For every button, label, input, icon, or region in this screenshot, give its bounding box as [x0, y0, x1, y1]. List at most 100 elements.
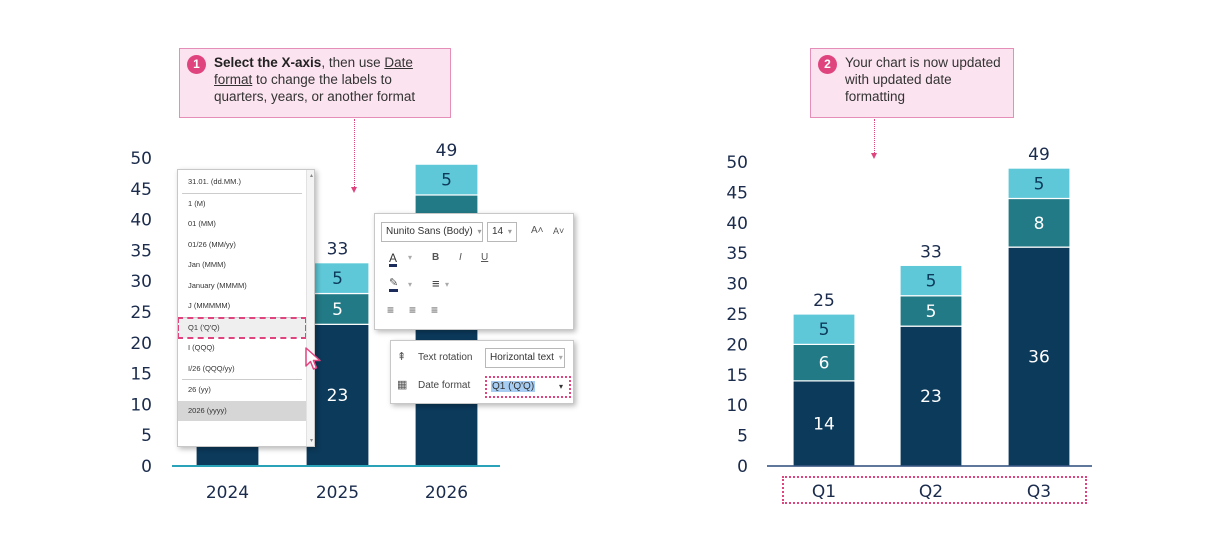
y-tick-label: 15: [726, 366, 748, 386]
font-size-select[interactable]: 14 ▾: [487, 222, 517, 242]
shrink-font-icon[interactable]: A˅: [553, 226, 565, 236]
data-label: 5: [332, 300, 343, 320]
x-tick-label[interactable]: 2025: [316, 483, 359, 503]
date-format-select[interactable]: Q1 ('Q'Q) ▾: [485, 376, 571, 398]
bar-segment[interactable]: [414, 163, 479, 196]
chevron-down-icon: ▾: [558, 353, 563, 362]
dropdown-separator: [182, 379, 302, 380]
dropdown-separator: [182, 316, 302, 318]
dropdown-item-list: 31.01. (dd.MM.) 1 (M) 01 (MM) 01/26 (MM/yy)…: [178, 172, 307, 421]
bar-segment[interactable]: [792, 313, 856, 345]
dropdown-scrollbar[interactable]: [306, 170, 314, 446]
y-tick-label: 50: [130, 149, 152, 169]
y-tick-label: 30: [130, 272, 152, 292]
step2-text: Your chart is now updated with updated d…: [845, 55, 1001, 104]
dropdown-option[interactable]: I (QQQ): [188, 343, 215, 352]
y-tick-label: 35: [130, 241, 152, 261]
total-label: 33: [920, 242, 942, 262]
dropdown-option[interactable]: 1 (M): [188, 198, 206, 208]
y-tick-label: 45: [726, 183, 748, 203]
x-tick-label[interactable]: 2026: [425, 483, 468, 503]
data-label: 8: [1034, 214, 1045, 234]
step1-arrow-line: [354, 119, 355, 187]
step1-text-b: to change the labels to quarters, years,…: [214, 72, 416, 104]
align-center-icon[interactable]: ≡: [409, 303, 417, 317]
x-tick-label[interactable]: Q1: [812, 482, 836, 502]
grow-font-icon[interactable]: A˄: [531, 225, 544, 236]
chevron-down-icon[interactable]: ▾: [445, 280, 450, 289]
align-right-icon[interactable]: ≡: [431, 303, 439, 317]
align-left-icon[interactable]: ≡: [387, 303, 395, 317]
data-label: 6: [819, 354, 830, 374]
line-style-icon[interactable]: ≡: [432, 276, 440, 291]
font-toolbar: Nunito Sans (Body) ▾ 14 ▾ A˄ A˅ A ▾ B I …: [374, 213, 574, 330]
total-label: 49: [436, 141, 458, 161]
dropdown-option[interactable]: January (MMMM): [188, 280, 247, 290]
bold-button[interactable]: B: [432, 252, 440, 263]
chevron-down-icon: ▾: [477, 227, 482, 236]
font-name-select[interactable]: Nunito Sans (Body) ▾: [381, 222, 483, 242]
total-label: 49: [1028, 145, 1050, 165]
x-tick-label[interactable]: Q2: [919, 482, 943, 502]
step2-arrow-line: [874, 119, 875, 153]
y-tick-label: 5: [141, 426, 152, 446]
y-tick-label: 25: [130, 303, 152, 323]
bar-segment[interactable]: [899, 264, 963, 297]
step1-bold-text: Select the X-axis: [214, 55, 322, 70]
dropdown-option[interactable]: I/26 (QQQ/yy): [188, 363, 235, 373]
scroll-down-icon[interactable]: ▾: [309, 438, 313, 444]
left-x-axis-labels: 2024 2025 2026: [206, 483, 468, 503]
step2-number-badge: 2: [818, 55, 837, 74]
dropdown-option[interactable]: J (MMMMM): [188, 301, 231, 310]
dropdown-option[interactable]: 2026 (yyyy): [178, 400, 306, 421]
data-label: 23: [920, 387, 942, 407]
bar-segment[interactable]: [305, 292, 370, 325]
calendar-icon: ▦: [397, 379, 408, 391]
chevron-down-icon: ▾: [507, 227, 512, 236]
right-x-axis-labels: Q1 Q2 Q3: [812, 482, 1051, 502]
chevron-down-icon[interactable]: ▾: [408, 280, 413, 289]
bar-segment[interactable]: [1007, 167, 1071, 200]
bar-segment[interactable]: [305, 262, 370, 295]
right-y-axis-ticks: 0 5 10 15 20 25 30 35 40 45 50: [726, 153, 748, 477]
bar-segment[interactable]: [899, 295, 963, 327]
data-label: 36: [1028, 348, 1050, 368]
font-name-value: Nunito Sans (Body): [386, 226, 473, 237]
y-tick-label: 45: [130, 180, 152, 200]
dropdown-option[interactable]: 01 (MM): [188, 219, 216, 228]
bar-segment[interactable]: [792, 380, 856, 467]
date-format-label: Date format: [418, 380, 471, 391]
step1-date-format-link: Date format: [214, 55, 413, 87]
x-tick-label[interactable]: 2024: [206, 483, 249, 503]
font-color-icon[interactable]: A: [389, 251, 398, 267]
dropdown-option[interactable]: 01/26 (MM/yy): [188, 239, 236, 249]
text-rotation-select[interactable]: Horizontal text ▾: [485, 348, 565, 368]
data-label: 5: [926, 302, 937, 322]
y-tick-label: 15: [130, 365, 152, 385]
italic-button[interactable]: I: [459, 252, 462, 263]
y-tick-label: 30: [726, 275, 748, 295]
y-tick-label: 0: [141, 457, 152, 477]
data-label: 5: [819, 320, 830, 340]
chevron-down-icon[interactable]: ▾: [408, 253, 413, 262]
mouse-cursor-icon: [305, 347, 321, 370]
data-label: 23: [327, 386, 349, 406]
font-color-letter: A: [389, 251, 398, 265]
dropdown-option[interactable]: Q1 ('Q'Q): [178, 316, 307, 339]
scroll-up-icon[interactable]: ▴: [309, 173, 313, 179]
dropdown-option[interactable]: 31.01. (dd.MM.): [188, 177, 241, 186]
step1-text-a: , then use: [321, 55, 385, 70]
bar-segment[interactable]: [1007, 197, 1071, 248]
dropdown-option[interactable]: 26 (yy): [188, 385, 211, 394]
y-tick-label: 10: [726, 396, 748, 416]
x-tick-label[interactable]: Q3: [1027, 482, 1051, 502]
y-tick-label: 40: [726, 214, 748, 234]
x-axis-highlight-box: [782, 476, 1087, 504]
bar-segment[interactable]: [1007, 246, 1071, 467]
date-format-dropdown[interactable]: 31.01. (dd.MM.) 1 (M) 01 (MM) 01/26 (MM/yy)…: [177, 169, 315, 447]
data-label: 5: [1034, 174, 1045, 194]
fill-color-icon[interactable]: ✎: [389, 278, 399, 292]
y-tick-label: 35: [726, 244, 748, 264]
dropdown-option[interactable]: Jan (MMM): [188, 260, 226, 269]
underline-button[interactable]: U: [481, 252, 489, 263]
